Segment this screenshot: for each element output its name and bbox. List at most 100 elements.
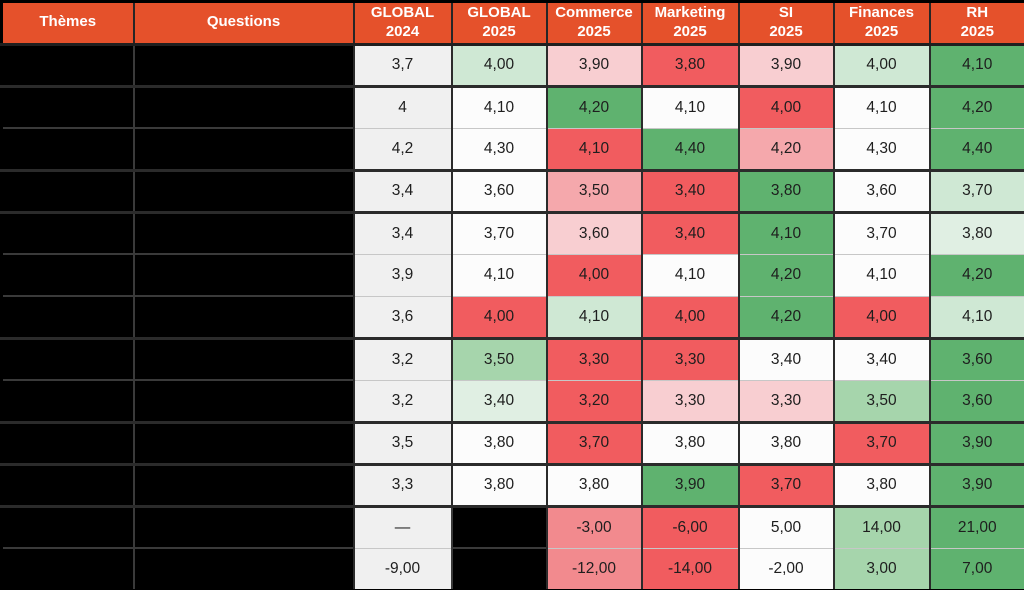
score-cell-finances-2025: 4,30 xyxy=(832,127,930,170)
theme-cell-redacted xyxy=(1,84,134,128)
score-cell-commerce-2025: 3,50 xyxy=(545,168,642,212)
score-cell-global-2024: 3,3 xyxy=(352,462,452,506)
score-cell-rh-2025: 21,00 xyxy=(928,504,1024,548)
score-cell-si-2025: 3,70 xyxy=(737,462,834,506)
score-cell-global-2025: 4,10 xyxy=(450,84,547,128)
score-cell-finances-2025: 3,60 xyxy=(832,168,930,212)
question-cell-redacted xyxy=(132,295,354,338)
score-cell-redacted xyxy=(450,547,547,590)
score-cell-commerce-2025: 4,20 xyxy=(545,84,642,128)
score-cell-commerce-2025: 4,10 xyxy=(545,295,642,338)
question-cell-redacted xyxy=(132,504,354,548)
score-cell-si-2025: 4,20 xyxy=(737,253,834,296)
table-row: 3,7 4,00 3,90 3,80 3,90 4,00 4,10 xyxy=(1,42,1024,86)
score-cell-global-2025: 4,00 xyxy=(450,295,547,338)
score-cell-global-2025: 3,80 xyxy=(450,420,547,464)
question-cell-redacted xyxy=(132,336,354,380)
question-cell-redacted xyxy=(132,420,354,464)
score-cell-global-2024: 3,5 xyxy=(352,420,452,464)
column-header-marketing-2025: Marketing 2025 xyxy=(640,1,739,46)
table-row: -9,00 -12,00 -14,00 -2,00 3,00 7,00 xyxy=(1,547,1024,590)
score-cell-redacted xyxy=(450,504,547,548)
score-cell-si-2025: 3,80 xyxy=(737,420,834,464)
score-cell-si-2025: 4,10 xyxy=(737,210,834,254)
question-cell-redacted xyxy=(132,210,354,254)
header-row: Thèmes Questions GLOBAL 2024 GLOBAL 2025 Com… xyxy=(1,1,1024,46)
theme-cell-redacted xyxy=(1,295,134,338)
table-row: 3,9 4,10 4,00 4,10 4,20 4,10 4,20 xyxy=(1,253,1024,296)
score-cell-marketing-2025: 3,30 xyxy=(640,379,739,422)
score-cell-global-2024: 3,2 xyxy=(352,379,452,422)
score-cell-commerce-2025: 3,20 xyxy=(545,379,642,422)
score-cell-rh-2025: 3,60 xyxy=(928,379,1024,422)
score-cell-finances-2025: 4,00 xyxy=(832,295,930,338)
score-cell-rh-2025: 4,20 xyxy=(928,253,1024,296)
theme-cell-redacted xyxy=(1,379,134,422)
score-cell-global-2024: 3,2 xyxy=(352,336,452,380)
table-body: 3,7 4,00 3,90 3,80 3,90 4,00 4,10 4 4,10 4,20 4,10… xyxy=(1,42,1024,590)
question-cell-redacted xyxy=(132,127,354,170)
score-cell-commerce-2025: -3,00 xyxy=(545,504,642,548)
score-cell-marketing-2025: 3,40 xyxy=(640,168,739,212)
score-cell-marketing-2025: 4,40 xyxy=(640,127,739,170)
score-cell-global-2024: 3,4 xyxy=(352,168,452,212)
score-cell-si-2025: 3,30 xyxy=(737,379,834,422)
question-cell-redacted xyxy=(132,42,354,86)
score-cell-finances-2025: 3,00 xyxy=(832,547,930,590)
table-row: — -3,00 -6,00 5,00 14,00 21,00 xyxy=(1,504,1024,548)
score-cell-rh-2025: 4,10 xyxy=(928,42,1024,86)
score-cell-finances-2025: 3,80 xyxy=(832,462,930,506)
question-cell-redacted xyxy=(132,168,354,212)
score-cell-global-2024: 4 xyxy=(352,84,452,128)
score-cell-marketing-2025: -6,00 xyxy=(640,504,739,548)
score-cell-finances-2025: 4,10 xyxy=(832,253,930,296)
score-cell-marketing-2025: 3,30 xyxy=(640,336,739,380)
score-cell-finances-2025: 4,00 xyxy=(832,42,930,86)
column-header-global-2024: GLOBAL 2024 xyxy=(352,1,452,46)
score-cell-finances-2025: 3,40 xyxy=(832,336,930,380)
score-cell-rh-2025: 7,00 xyxy=(928,547,1024,590)
score-cell-marketing-2025: 3,80 xyxy=(640,42,739,86)
score-cell-global-2025: 4,00 xyxy=(450,42,547,86)
theme-cell-redacted xyxy=(1,462,134,506)
score-cell-commerce-2025: 3,80 xyxy=(545,462,642,506)
question-cell-redacted xyxy=(132,462,354,506)
score-cell-global-2024: 3,7 xyxy=(352,42,452,86)
score-cell-si-2025: 3,80 xyxy=(737,168,834,212)
score-cell-finances-2025: 4,10 xyxy=(832,84,930,128)
table-row: 3,4 3,60 3,50 3,40 3,80 3,60 3,70 xyxy=(1,168,1024,212)
score-cell-global-2024: 4,2 xyxy=(352,127,452,170)
score-cell-commerce-2025: 3,30 xyxy=(545,336,642,380)
theme-cell-redacted xyxy=(1,127,134,170)
table-row: 4 4,10 4,20 4,10 4,00 4,10 4,20 xyxy=(1,84,1024,128)
theme-cell-redacted xyxy=(1,253,134,296)
column-header-themes: Thèmes xyxy=(1,1,134,46)
theme-cell-redacted xyxy=(1,547,134,590)
question-cell-redacted xyxy=(132,253,354,296)
score-cell-global-2024: 3,9 xyxy=(352,253,452,296)
score-cell-marketing-2025: 4,10 xyxy=(640,84,739,128)
score-cell-rh-2025: 4,40 xyxy=(928,127,1024,170)
column-header-rh-2025: RH 2025 xyxy=(928,1,1024,46)
score-cell-global-2025: 4,30 xyxy=(450,127,547,170)
score-cell-global-2025: 3,50 xyxy=(450,336,547,380)
score-cell-commerce-2025: 3,70 xyxy=(545,420,642,464)
score-cell-rh-2025: 3,90 xyxy=(928,462,1024,506)
score-cell-commerce-2025: 3,60 xyxy=(545,210,642,254)
score-cell-si-2025: 5,00 xyxy=(737,504,834,548)
column-header-commerce-2025: Commerce 2025 xyxy=(545,1,642,46)
score-cell-rh-2025: 4,20 xyxy=(928,84,1024,128)
score-cell-marketing-2025: 3,80 xyxy=(640,420,739,464)
score-cell-global-2024: -9,00 xyxy=(352,547,452,590)
table-row: 4,2 4,30 4,10 4,40 4,20 4,30 4,40 xyxy=(1,127,1024,170)
table-row: 3,2 3,40 3,20 3,30 3,30 3,50 3,60 xyxy=(1,379,1024,422)
theme-cell-redacted xyxy=(1,420,134,464)
score-cell-si-2025: 4,20 xyxy=(737,127,834,170)
question-cell-redacted xyxy=(132,84,354,128)
score-cell-commerce-2025: 3,90 xyxy=(545,42,642,86)
score-cell-si-2025: 3,90 xyxy=(737,42,834,86)
score-cell-commerce-2025: -12,00 xyxy=(545,547,642,590)
score-cell-rh-2025: 3,80 xyxy=(928,210,1024,254)
